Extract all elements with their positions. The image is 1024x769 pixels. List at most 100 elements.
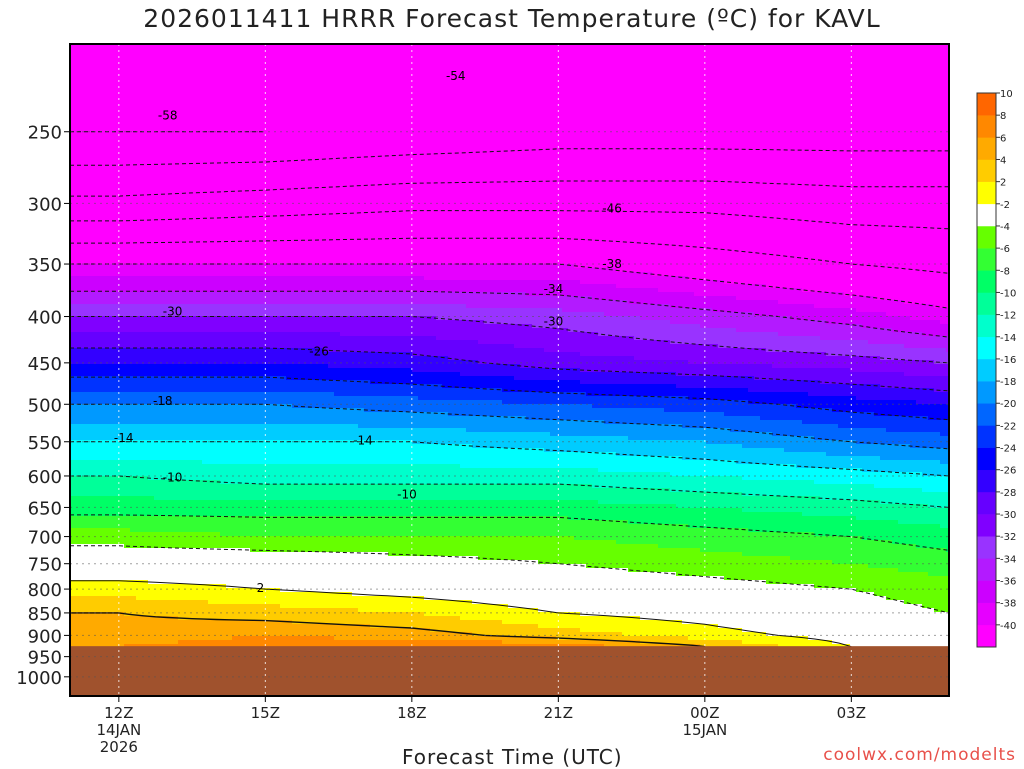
temperature-cell xyxy=(262,520,269,525)
temperature-cell xyxy=(154,260,161,265)
temperature-cell xyxy=(202,368,209,373)
temperature-cell xyxy=(208,372,215,377)
temperature-cell xyxy=(256,216,263,221)
temperature-cell xyxy=(112,232,119,237)
temperature-cell xyxy=(244,376,251,381)
temperature-cell xyxy=(214,452,221,457)
temperature-cell xyxy=(220,188,227,193)
temperature-cell xyxy=(76,604,83,609)
temperature-cell xyxy=(232,536,239,541)
temperature-cell xyxy=(250,632,257,637)
temperature-cell xyxy=(232,420,239,425)
temperature-cell xyxy=(232,184,239,189)
temperature-cell xyxy=(70,176,77,181)
temperature-cell xyxy=(70,300,77,305)
temperature-cell xyxy=(214,96,221,101)
temperature-cell xyxy=(88,316,95,321)
temperature-cell xyxy=(76,380,83,385)
temperature-cell xyxy=(148,72,155,77)
temperature-cell xyxy=(190,536,197,541)
temperature-cell xyxy=(82,56,89,61)
temperature-cell xyxy=(124,376,131,381)
temperature-cell xyxy=(118,68,125,73)
temperature-cell xyxy=(106,428,113,433)
temperature-cell xyxy=(70,344,77,349)
temperature-cell xyxy=(106,96,113,101)
temperature-cell xyxy=(148,320,155,325)
temperature-cell xyxy=(256,112,263,117)
temperature-cell xyxy=(184,528,191,533)
temperature-cell xyxy=(76,148,83,153)
temperature-cell xyxy=(166,580,173,585)
temperature-cell xyxy=(94,492,101,497)
temperature-cell xyxy=(178,376,185,381)
temperature-cell xyxy=(130,600,137,605)
temperature-cell xyxy=(226,64,233,69)
temperature-cell xyxy=(142,164,149,169)
temperature-cell xyxy=(196,520,203,525)
temperature-cell xyxy=(148,304,155,309)
temperature-cell xyxy=(148,544,155,549)
temperature-cell xyxy=(94,316,101,321)
temperature-cell xyxy=(160,264,167,269)
temperature-cell xyxy=(172,260,179,265)
temperature-cell xyxy=(136,636,143,641)
temperature-cell xyxy=(148,376,155,381)
temperature-cell xyxy=(262,460,269,465)
temperature-cell xyxy=(220,416,227,421)
temperature-cell xyxy=(226,412,233,417)
temperature-cell xyxy=(100,328,107,333)
temperature-cell xyxy=(184,280,191,285)
temperature-cell xyxy=(244,292,251,297)
temperature-cell xyxy=(100,580,107,585)
temperature-cell xyxy=(100,64,107,69)
temperature-cell xyxy=(262,260,269,265)
temperature-cell xyxy=(130,48,137,53)
temperature-cell xyxy=(94,572,101,577)
temperature-cell xyxy=(82,364,89,369)
temperature-cell xyxy=(148,392,155,397)
temperature-cell xyxy=(124,624,131,629)
temperature-cell xyxy=(262,632,269,637)
temperature-cell xyxy=(112,300,119,305)
temperature-cell xyxy=(196,336,203,341)
temperature-cell xyxy=(82,204,89,209)
temperature-cell xyxy=(178,328,185,333)
temperature-cell xyxy=(142,244,149,249)
temperature-cell xyxy=(226,152,233,157)
temperature-cell xyxy=(130,316,137,321)
temperature-cell xyxy=(232,516,239,521)
temperature-cell xyxy=(220,196,227,201)
temperature-cell xyxy=(202,332,209,337)
temperature-cell xyxy=(88,104,95,109)
temperature-cell xyxy=(190,308,197,313)
temperature-cell xyxy=(88,284,95,289)
temperature-cell xyxy=(202,512,209,517)
temperature-cell xyxy=(196,208,203,213)
temperature-cell xyxy=(118,72,125,77)
temperature-cell xyxy=(142,488,149,493)
temperature-cell xyxy=(178,592,185,597)
temperature-cell xyxy=(208,180,215,185)
temperature-cell xyxy=(178,416,185,421)
temperature-cell xyxy=(244,152,251,157)
temperature-cell xyxy=(196,256,203,261)
temperature-cell xyxy=(76,640,83,645)
temperature-cell xyxy=(172,600,179,605)
temperature-cell xyxy=(148,596,155,601)
temperature-cell xyxy=(76,344,83,349)
temperature-cell xyxy=(160,576,167,581)
temperature-cell xyxy=(118,400,125,405)
temperature-cell xyxy=(178,120,185,125)
temperature-cell xyxy=(124,316,131,321)
temperature-cell xyxy=(148,412,155,417)
temperature-cell xyxy=(250,212,257,217)
temperature-cell xyxy=(202,288,209,293)
temperature-cell xyxy=(100,352,107,357)
temperature-cell xyxy=(94,524,101,529)
temperature-cell xyxy=(142,64,149,69)
temperature-cell xyxy=(88,328,95,333)
temperature-cell xyxy=(184,476,191,481)
temperature-cell xyxy=(190,304,197,309)
temperature-cell xyxy=(76,220,83,225)
